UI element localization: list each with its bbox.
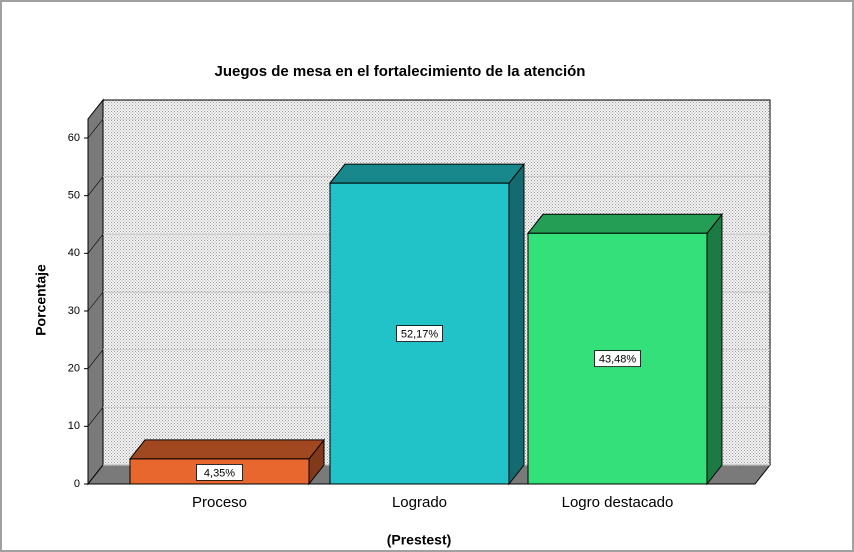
y-tick-label: 20 [68,363,80,375]
y-tick-label: 0 [74,478,80,490]
data-label-box [196,464,243,481]
data-label-box [594,350,641,368]
y-tick-label: 30 [68,305,80,317]
grid-line [87,464,104,485]
x-tick-label: Logrado [392,494,447,511]
y-tick-label: 40 [68,247,80,259]
bar-side [508,162,525,486]
grid-line [87,234,104,254]
x-axis-label: (Prestest) [387,532,452,548]
grid-line [87,349,104,369]
y-axis-label: Porcentaje [33,264,49,336]
x-tick-label: Logro destacado [562,494,674,511]
data-label: 43,48% [599,354,637,366]
grid-line [87,118,104,139]
y-tick-label: 50 [68,190,80,202]
bar-side [706,212,723,486]
data-label: 4,35% [204,467,235,479]
bar-top [328,163,526,184]
side-wall [87,98,104,486]
bar [527,232,708,485]
bar-top [128,439,326,460]
bar-top [526,213,724,234]
grid-line [87,407,104,427]
y-tick-label: 10 [68,420,80,432]
y-tick-label: 60 [68,132,80,144]
chart-title: Juegos de mesa en el fortalecimiento de … [215,63,586,80]
grid-line [87,176,104,196]
data-label-box [396,325,443,342]
x-tick-label: Proceso [192,494,247,511]
data-label: 52,17% [401,328,439,340]
grid-line [87,291,104,312]
